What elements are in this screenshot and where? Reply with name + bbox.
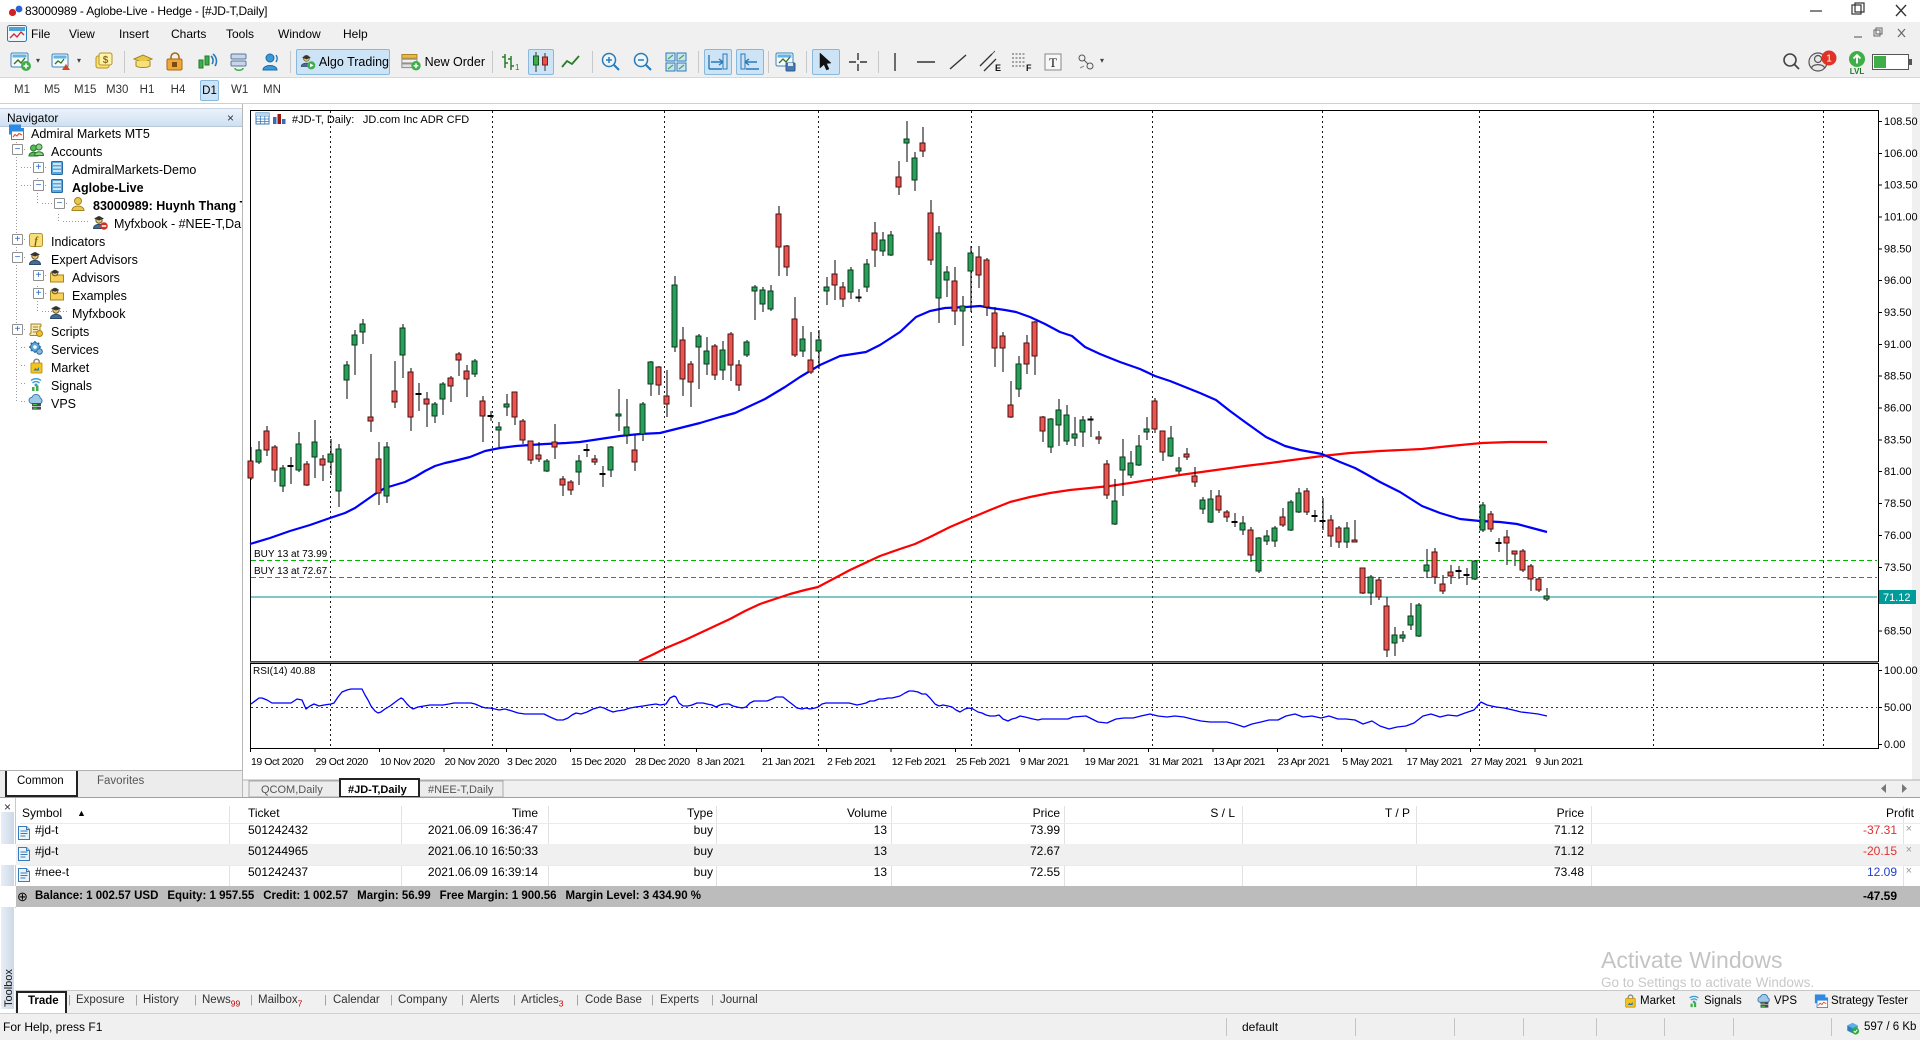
svg-text:0.00: 0.00 (1884, 739, 1905, 751)
svg-text:83.50: 83.50 (1884, 434, 1912, 446)
svg-text:23 Apr 2021: 23 Apr 2021 (1278, 756, 1330, 768)
svg-text:21 Jan 2021: 21 Jan 2021 (762, 756, 815, 768)
svg-text:88.50: 88.50 (1884, 371, 1912, 383)
svg-text:91.00: 91.00 (1884, 339, 1912, 351)
svg-text:15 Dec 2020: 15 Dec 2020 (571, 756, 626, 768)
svg-text:71.12: 71.12 (1883, 592, 1911, 604)
svg-text:F: F (1026, 63, 1032, 73)
svg-text:27 May 2021: 27 May 2021 (1471, 756, 1527, 768)
svg-text:19 Oct 2020: 19 Oct 2020 (251, 756, 304, 768)
svg-text:LVL: LVL (1850, 67, 1865, 76)
svg-text:100.00: 100.00 (1884, 665, 1918, 677)
svg-text:BUY 13 at 72.67: BUY 13 at 72.67 (254, 566, 328, 577)
svg-text:19 Mar 2021: 19 Mar 2021 (1085, 756, 1140, 768)
svg-text:86.00: 86.00 (1884, 403, 1912, 415)
svg-text:81.00: 81.00 (1884, 466, 1912, 478)
svg-text:78.50: 78.50 (1884, 498, 1912, 510)
svg-text:E: E (995, 63, 1001, 73)
svg-text:1: 1 (515, 63, 520, 72)
svg-text:106.00: 106.00 (1884, 148, 1918, 160)
svg-text:QCOM,Daily: QCOM,Daily (261, 784, 323, 796)
svg-text:RSI(14) 40.88: RSI(14) 40.88 (253, 666, 316, 677)
svg-text:#JD-T,Daily: #JD-T,Daily (348, 784, 408, 796)
svg-text:5 May 2021: 5 May 2021 (1342, 756, 1393, 768)
svg-text:93.50: 93.50 (1884, 307, 1912, 319)
svg-text:9 Mar 2021: 9 Mar 2021 (1020, 756, 1069, 768)
svg-text:29 Oct 2020: 29 Oct 2020 (316, 756, 369, 768)
svg-text:101.00: 101.00 (1884, 212, 1918, 224)
svg-text:13 Apr 2021: 13 Apr 2021 (1213, 756, 1265, 768)
svg-text:#JD-T, Daily: JD.com Inc ADR: #JD-T, Daily: JD.com Inc ADR CFD (292, 114, 469, 126)
svg-text:8 Jan 2021: 8 Jan 2021 (697, 756, 745, 768)
svg-text:68.50: 68.50 (1884, 625, 1912, 637)
svg-text:28 Dec 2020: 28 Dec 2020 (635, 756, 690, 768)
svg-text:17 May 2021: 17 May 2021 (1407, 756, 1463, 768)
svg-text:3 Dec 2020: 3 Dec 2020 (507, 756, 557, 768)
svg-text:20 Nov 2020: 20 Nov 2020 (445, 756, 500, 768)
svg-text:25 Feb 2021: 25 Feb 2021 (956, 756, 1011, 768)
svg-text:f: f (34, 236, 39, 247)
svg-text:BUY 13 at 73.99: BUY 13 at 73.99 (254, 549, 328, 560)
svg-text:2 Feb 2021: 2 Feb 2021 (827, 756, 876, 768)
svg-text:31 Mar 2021: 31 Mar 2021 (1149, 756, 1204, 768)
svg-text:9 Jun 2021: 9 Jun 2021 (1535, 756, 1583, 768)
svg-text:1: 1 (1826, 54, 1832, 65)
svg-text:103.50: 103.50 (1884, 180, 1918, 192)
svg-text:#NEE-T,Daily: #NEE-T,Daily (428, 784, 494, 796)
svg-text:76.00: 76.00 (1884, 530, 1912, 542)
svg-text:73.50: 73.50 (1884, 562, 1912, 574)
svg-text:50.00: 50.00 (1884, 702, 1912, 714)
svg-text:$: $ (103, 55, 109, 66)
svg-text:T: T (1049, 55, 1057, 70)
svg-text:108.50: 108.50 (1884, 116, 1918, 128)
svg-text:96.00: 96.00 (1884, 275, 1912, 287)
svg-text:10 Nov 2020: 10 Nov 2020 (380, 756, 435, 768)
svg-text:98.50: 98.50 (1884, 243, 1912, 255)
svg-text:12 Feb 2021: 12 Feb 2021 (892, 756, 947, 768)
